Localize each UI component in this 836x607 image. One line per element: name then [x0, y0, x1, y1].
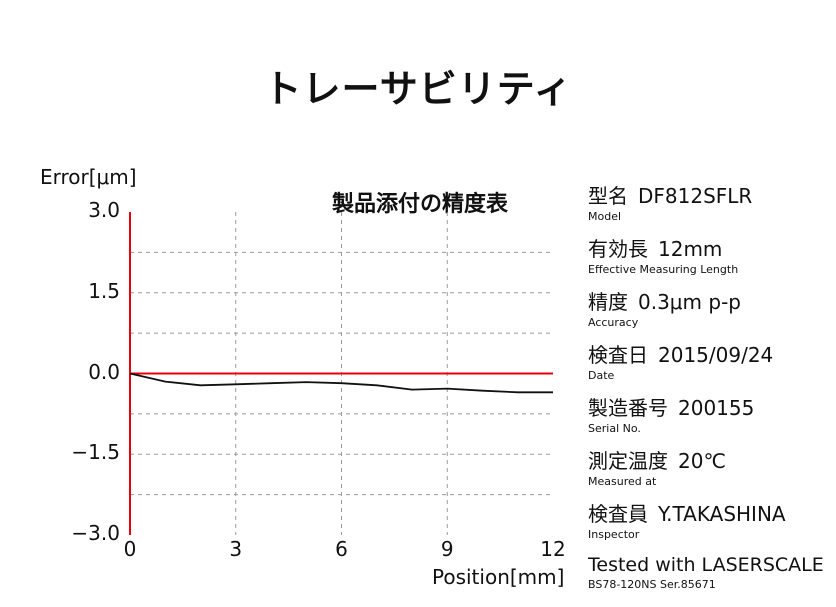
spec-label-en: Accuracy — [588, 316, 639, 329]
spec-label-en: Effective Measuring Length — [588, 263, 739, 276]
spec-main: 型名 DF812SFLR — [588, 180, 828, 209]
spec-label-jp: 検査員 — [588, 502, 648, 526]
y-tick-label: −1.5 — [71, 440, 120, 465]
spec-main: 有効長 12mm — [588, 233, 828, 262]
y-tick-label: 3.0 — [88, 198, 120, 222]
spec-item: 検査員 Y.TAKASHINA Inspector — [588, 498, 828, 551]
spec-label-jp: 有効長 — [588, 237, 648, 261]
spec-item: 型名 DF812SFLR Model — [588, 180, 828, 233]
spec-value: DF812SFLR — [638, 184, 753, 208]
spec-value: 200155 — [678, 396, 755, 420]
spec-label-jp: 精度 — [588, 290, 628, 314]
spec-item: 有効長 12mm Effective Measuring Length — [588, 233, 828, 286]
spec-label-en: Serial No. — [588, 422, 641, 435]
spec-label-en: Date — [588, 369, 615, 382]
error-series-line — [129, 372, 553, 394]
spec-value: 0.3μm p-p — [638, 290, 741, 314]
spec-item: 製造番号 200155 Serial No. — [588, 392, 828, 445]
spec-value: 20℃ — [678, 449, 726, 473]
equipment-serial: BS78-120NS Ser.85671 — [588, 578, 716, 591]
spec-label-jp: 検査日 — [588, 343, 648, 367]
spec-main: 精度 0.3μm p-p — [588, 286, 828, 315]
spec-value: Y.TAKASHINA — [658, 502, 786, 526]
spec-item: 検査日 2015/09/24 Date — [588, 339, 828, 392]
x-axis-label: Position[mm] — [432, 565, 565, 589]
y-tick-label: 0.0 — [88, 359, 120, 384]
spec-label-jp: 製造番号 — [588, 396, 668, 420]
test-equipment: Tested with LASERSCALE BS78-120NS Ser.85… — [588, 554, 828, 591]
spec-list: 型名 DF812SFLR Model 有効長 12mm Effective Measuri… — [588, 180, 828, 551]
spec-item: 測定温度 20℃ Measured at — [588, 445, 828, 498]
spec-label-en: Measured at — [588, 475, 657, 488]
tested-with-text: Tested with LASERSCALE — [588, 554, 824, 576]
spec-label-jp: 型名 — [588, 184, 628, 208]
spec-main: 測定温度 20℃ — [588, 445, 828, 474]
spec-label-jp: 測定温度 — [588, 449, 668, 473]
x-tick-label: 9 — [440, 537, 454, 561]
series-layer — [129, 372, 553, 394]
spec-label-en: Model — [588, 210, 622, 223]
y-tick-label: −3.0 — [71, 521, 120, 545]
y-tick-label: 1.5 — [88, 278, 120, 303]
page-title: トレーサビリティ — [263, 67, 573, 111]
x-tick-label: 12 — [540, 537, 566, 561]
x-tick-label: 6 — [335, 537, 348, 561]
spec-item: 精度 0.3μm p-p Accuracy — [588, 286, 828, 339]
x-tick-label: 3 — [229, 537, 243, 561]
spec-main: 検査日 2015/09/24 — [588, 339, 828, 368]
spec-main: 製造番号 200155 — [588, 392, 828, 421]
spec-value: 12mm — [658, 237, 723, 261]
chart-title: 製品添付の精度表 — [331, 192, 508, 217]
spec-main: 検査員 Y.TAKASHINA — [588, 498, 828, 527]
y-axis-label: Error[μm] — [40, 165, 137, 189]
x-tick-label: 0 — [123, 537, 137, 561]
spec-label-en: Inspector — [588, 528, 640, 541]
spec-value: 2015/09/24 — [658, 343, 774, 367]
